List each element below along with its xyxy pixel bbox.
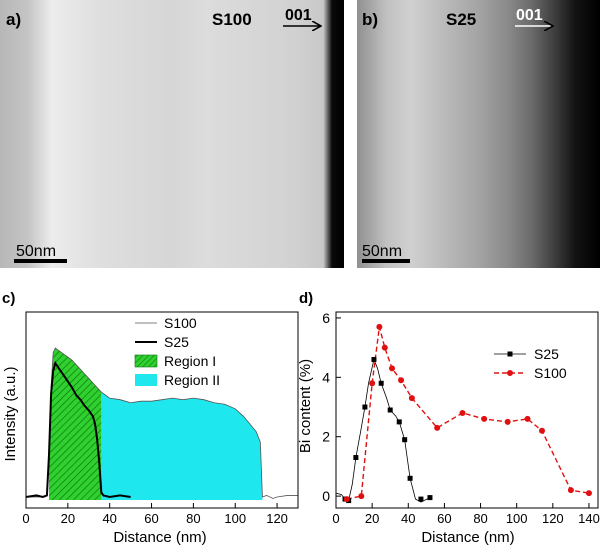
legend-s25-label-d: S25: [534, 346, 559, 362]
chart-c-lines: [25, 347, 298, 499]
scalebar-label-a: 50nm: [16, 243, 56, 260]
series-s100-point: [389, 365, 396, 372]
series-s25-curve: [335, 358, 431, 503]
panel-a-label: a): [6, 10, 21, 29]
panel-b-label: b): [362, 10, 378, 29]
sample-label-s100: S100: [212, 10, 252, 29]
panel-c-label: c): [2, 290, 15, 307]
chart-c-xtick-label: 80: [186, 511, 200, 526]
chart-c-xtick-label: 40: [102, 511, 116, 526]
series-s100-point: [381, 344, 388, 351]
chart-d-xtick-label: 120: [542, 511, 564, 526]
legend-region-ii-label: Region II: [164, 372, 220, 388]
chart-d-xtick-label: 140: [578, 511, 600, 526]
region-ii-area: [101, 392, 263, 500]
series-s25-point: [402, 437, 408, 443]
scalebar-a: [14, 259, 67, 263]
series-s100-point: [538, 427, 545, 434]
series-s100-point: [524, 415, 531, 422]
chart-c-xtick-label: 60: [144, 511, 158, 526]
legend-s25-marker: [507, 351, 513, 357]
chart-d-legend: S25 S100: [494, 346, 567, 381]
series-s25-line: [25, 360, 131, 499]
series-s25-point: [387, 407, 393, 413]
chart-c-regions: [49, 348, 263, 500]
chart-d-ylabel: Bi content (%): [297, 359, 314, 453]
series-s25-point: [396, 419, 402, 425]
panel-d: d) Bi content (%) Distance (nm) 0 20 40 60 8…: [297, 290, 600, 546]
series-s25-point: [418, 496, 424, 502]
tem-image-s25: [357, 0, 600, 268]
region-i-area: [49, 348, 102, 500]
series-s100-point: [585, 490, 592, 497]
panel-b: b) S25 001 50nm: [357, 0, 600, 268]
panel-d-label: d): [299, 290, 313, 307]
chart-c-xtick-label: 0: [22, 511, 29, 526]
scalebar-label-b: 50nm: [362, 243, 402, 260]
tem-image-s100: [0, 0, 344, 268]
legend-s100-label: S100: [164, 315, 197, 331]
series-s25-point: [378, 380, 384, 386]
series-s25-point: [407, 475, 413, 481]
chart-d-xtick-label: 40: [401, 511, 415, 526]
series-s100-point: [459, 409, 466, 416]
scalebar-b: [362, 259, 410, 263]
series-s100-point: [369, 380, 376, 387]
chart-d-xtick-label: 100: [506, 511, 528, 526]
legend-region-i-label: Region I: [164, 353, 216, 369]
panel-a: a) S100 001 50nm: [0, 0, 344, 268]
legend-s100-label-d: S100: [534, 365, 567, 381]
chart-d-frame: [335, 311, 599, 509]
chart-d-xlabel: Distance (nm): [421, 529, 514, 546]
chart-d-xtick-label: 20: [365, 511, 379, 526]
series-s100-point: [358, 493, 365, 500]
chart-c-ylabel: Intensity (a.u.): [2, 366, 19, 461]
series-s100-point: [398, 377, 405, 384]
chart-d-ytick-label: 4: [322, 369, 330, 385]
chart-d-xtick-label: 60: [437, 511, 451, 526]
chart-c-xtick-label: 120: [266, 511, 288, 526]
series-s100-point: [434, 424, 441, 431]
sample-label-s25: S25: [446, 10, 476, 29]
series-s100-point: [376, 323, 383, 330]
legend-s100-marker: [507, 370, 513, 376]
series-s25-point: [427, 495, 433, 501]
series-s100-curve: [346, 326, 590, 500]
chart-c-xtick-label: 20: [61, 511, 75, 526]
series-s100-line: [26, 347, 298, 499]
chart-c-xlabel: Distance (nm): [113, 529, 206, 546]
chart-d-xtick-label: 0: [332, 511, 339, 526]
series-s100-point: [567, 487, 574, 494]
chart-d-ytick-label: 2: [322, 429, 330, 445]
chart-c-xtick-label: 100: [224, 511, 246, 526]
legend-region-ii-swatch: [135, 374, 157, 386]
panel-c: c) Intensity (a.u.) Distance (nm) 0 20 40 6…: [2, 290, 299, 546]
chart-d-xtick-label: 80: [473, 511, 487, 526]
direction-label-b: 001: [516, 7, 543, 24]
series-s25-point: [371, 357, 377, 363]
series-s100-point: [343, 496, 350, 503]
chart-d-axes: 0 20 40 60 80 100 120 140 0 2 4 6: [322, 310, 600, 526]
chart-d-lines: [335, 323, 592, 504]
series-s25-point: [362, 404, 368, 410]
chart-d-ytick-label: 6: [322, 310, 330, 326]
series-s100-point: [481, 415, 488, 422]
chart-c-legend: S100 S25 Region I Region II: [134, 315, 220, 388]
series-s100-point: [504, 418, 511, 425]
legend-s25-label: S25: [164, 334, 189, 350]
chart-d-ytick-label: 0: [322, 488, 330, 504]
chart-c-frame: [25, 311, 299, 509]
series-s25-point: [353, 455, 359, 461]
series-s100-point: [408, 395, 415, 402]
direction-label-a: 001: [285, 7, 312, 24]
legend-region-i-swatch: [134, 354, 158, 368]
chart-c-axes: 0 20 40 60 80 100 120: [22, 311, 299, 526]
